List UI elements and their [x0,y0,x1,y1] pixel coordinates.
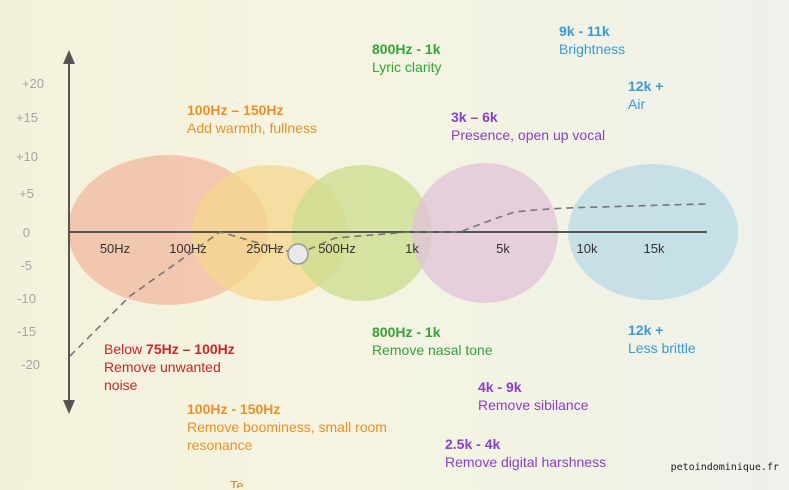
x-tick: 500Hz [318,241,356,256]
boost-brightness-label: 9k - 11k Brightness [559,22,625,58]
cut-harshness-label: 2.5k - 4k Remove digital harshness [445,435,606,471]
cut-off-bottom-text: Te… … … [230,478,290,488]
boost-warmth-desc: Add warmth, fullness [187,120,317,136]
eq-control-point[interactable] [287,243,309,265]
y-tick: +20 [22,76,44,91]
x-tick: 1k [405,241,419,256]
cut-sibilance-title: 4k - 9k [478,379,522,395]
cut-boominess-title: 100Hz - 150Hz [187,401,281,417]
watermark: petoindominique.fr [670,462,779,473]
cut-noise-line3: noise [104,377,138,393]
cut-sibilance-label: 4k - 9k Remove sibilance [478,378,589,414]
cut-nasal-title: 800Hz - 1k [372,324,441,340]
x-tick: 5k [496,241,510,256]
cut-brittle-title: 12k + [628,322,664,338]
cut-harshness-desc: Remove digital harshness [445,454,607,470]
cut-brittle-desc: Less brittle [628,340,696,356]
cut-noise-line1: Below 75Hz – 100Hz [104,340,235,358]
y-tick: +15 [16,110,38,125]
x-tick: 15k [644,241,665,256]
y-tick: -10 [17,291,36,306]
boost-air-desc: Air [628,96,646,112]
cut-nasal-label: 800Hz - 1k Remove nasal tone [372,323,493,359]
boost-presence-desc: Presence, open up vocal [451,127,606,143]
cut-noise-label: Below 75Hz – 100Hz Remove unwanted noise [104,340,235,394]
boost-brightness-desc: Brightness [559,41,626,57]
y-axis-arrow-down [63,400,75,414]
boost-lyric-label: 800Hz - 1k Lyric clarity [372,40,442,76]
x-tick: 10k [577,241,598,256]
boost-warmth-label: 100Hz – 150Hz Add warmth, fullness [187,101,317,137]
cut-noise-range: 75Hz – 100Hz [146,341,235,357]
boost-air-title: 12k + [628,78,664,94]
y-tick: -15 [17,324,36,339]
boost-air-label: 12k + Air [628,77,663,113]
x-tick: 250Hz [246,241,284,256]
boost-lyric-title: 800Hz - 1k [372,41,441,57]
cut-boominess-label: 100Hz - 150Hz Remove boominess, small ro… [187,400,387,454]
boost-lyric-desc: Lyric clarity [372,59,442,75]
y-tick: +5 [19,186,34,201]
y-tick: 0 [23,225,30,240]
boost-presence-title: 3k – 6k [451,109,498,125]
boost-warmth-title: 100Hz – 150Hz [187,102,284,118]
y-axis-arrow-up [63,50,75,64]
x-tick: 50Hz [100,241,130,256]
x-tick: 100Hz [169,241,207,256]
cut-boominess-line2: resonance [187,437,253,453]
cut-nasal-desc: Remove nasal tone [372,342,493,358]
cut-brittle-label: 12k + Less brittle [628,321,696,357]
cut-sibilance-desc: Remove sibilance [478,397,589,413]
cut-harshness-title: 2.5k - 4k [445,436,501,452]
boost-brightness-title: 9k - 11k [559,23,610,39]
cut-noise-prefix: Below [104,341,147,357]
cut-noise-line2: Remove unwanted [104,359,221,375]
y-tick: -5 [20,258,32,273]
cut-boominess-line1: Remove boominess, small room [187,419,387,435]
y-tick: -20 [21,357,40,372]
boost-presence-label: 3k – 6k Presence, open up vocal [451,108,605,144]
y-tick: +10 [16,149,38,164]
eq-curve [69,203,709,357]
